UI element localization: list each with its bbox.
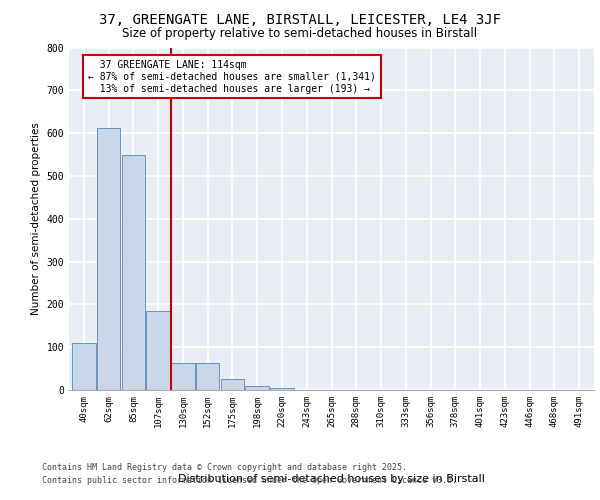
Bar bbox=[196, 363, 220, 390]
Bar bbox=[171, 363, 194, 390]
Text: Contains public sector information licensed under the Open Government Licence v3: Contains public sector information licen… bbox=[42, 476, 457, 485]
Y-axis label: Number of semi-detached properties: Number of semi-detached properties bbox=[31, 122, 41, 315]
Bar bbox=[97, 128, 121, 390]
Bar bbox=[221, 380, 244, 390]
Text: Size of property relative to semi-detached houses in Birstall: Size of property relative to semi-detach… bbox=[122, 28, 478, 40]
Text: 37 GREENGATE LANE: 114sqm
← 87% of semi-detached houses are smaller (1,341)
  13: 37 GREENGATE LANE: 114sqm ← 87% of semi-… bbox=[88, 60, 376, 94]
Text: 37, GREENGATE LANE, BIRSTALL, LEICESTER, LE4 3JF: 37, GREENGATE LANE, BIRSTALL, LEICESTER,… bbox=[99, 12, 501, 26]
Bar bbox=[122, 156, 145, 390]
Bar bbox=[270, 388, 294, 390]
Bar bbox=[72, 343, 95, 390]
X-axis label: Distribution of semi-detached houses by size in Birstall: Distribution of semi-detached houses by … bbox=[178, 474, 485, 484]
Bar bbox=[245, 386, 269, 390]
Bar bbox=[146, 311, 170, 390]
Text: Contains HM Land Registry data © Crown copyright and database right 2025.: Contains HM Land Registry data © Crown c… bbox=[42, 462, 407, 471]
